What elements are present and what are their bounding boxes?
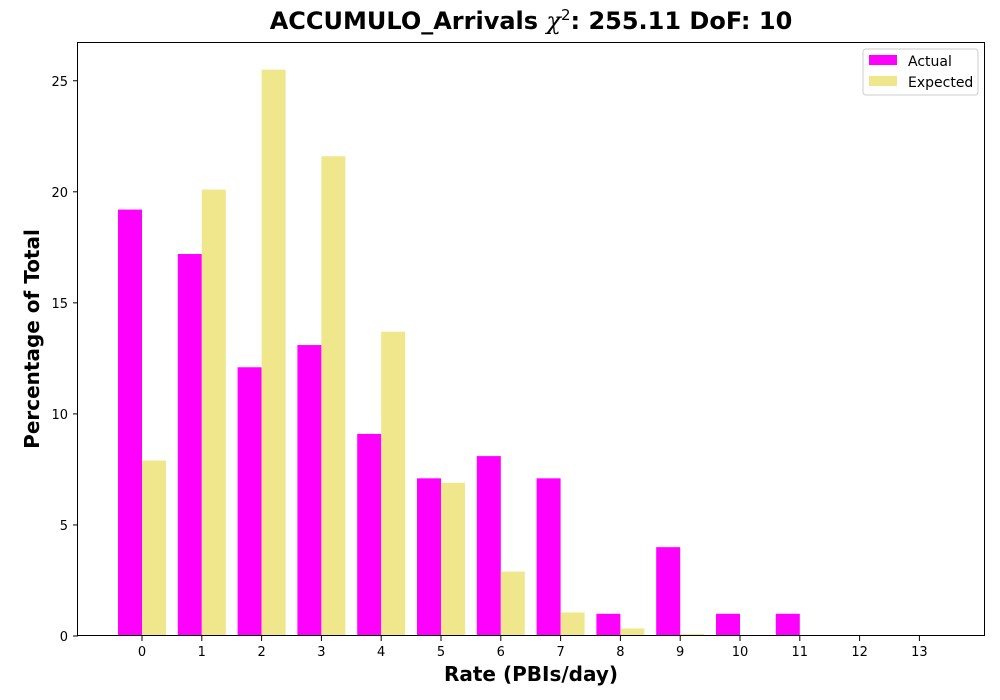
y-tick-label: 0 — [60, 630, 68, 645]
x-tick-label: 6 — [497, 645, 505, 660]
x-tick-label: 11 — [792, 645, 809, 660]
x-tick-label: 8 — [616, 645, 624, 660]
bar-expected-0 — [142, 460, 166, 636]
bar-expected-8 — [620, 628, 645, 636]
bar-expected-6 — [500, 571, 525, 636]
x-tick-label: 3 — [317, 645, 325, 660]
bar-actual-4 — [357, 433, 382, 636]
bar-actual-0 — [118, 209, 142, 636]
x-tick-label: 4 — [377, 645, 385, 660]
legend-label-actual: Actual — [908, 54, 952, 70]
bar-expected-3 — [321, 156, 346, 637]
bar-actual-1 — [177, 253, 202, 637]
bar-expected-9 — [680, 633, 705, 636]
plot-frame — [77, 42, 985, 636]
x-tick-label: 7 — [556, 645, 564, 660]
x-axis: 0 1 2 3 4 5 6 7 8 9 10 11 12 13 — [138, 636, 928, 660]
y-axis: 0 5 10 15 20 25 — [51, 75, 78, 645]
y-tick-label: 15 — [51, 297, 68, 312]
x-tick-label: 10 — [732, 645, 749, 660]
legend-swatch-actual — [869, 55, 897, 65]
chart-title-stat: : 255.11 DoF: 10 — [570, 7, 793, 35]
chi-exponent: 2 — [560, 6, 571, 24]
chart-title: ACCUMULO_Arrivals χ2: 255.11 DoF: 10 — [0, 6, 1000, 35]
x-tick-label: 5 — [437, 645, 445, 660]
bar-actual-5 — [417, 478, 441, 636]
bar-expected-2 — [261, 69, 286, 637]
bar-expected-4 — [381, 331, 406, 636]
x-tick-label: 1 — [198, 645, 206, 660]
bar-actual-8 — [596, 613, 621, 636]
bar-actual-2 — [237, 367, 262, 636]
x-tick-label: 2 — [257, 645, 265, 660]
x-tick-label: 13 — [911, 645, 928, 660]
x-tick-label: 0 — [138, 645, 146, 660]
chi-symbol: χ — [546, 7, 561, 35]
bar-actual-9 — [656, 547, 681, 636]
x-tick-label: 9 — [676, 645, 684, 660]
chart-title-name: ACCUMULO_Arrivals — [269, 7, 539, 35]
x-tick-label: 12 — [851, 645, 868, 660]
y-tick-label: 10 — [51, 408, 68, 423]
y-axis-label: Percentage of Total — [20, 229, 44, 449]
bar-actual-7 — [536, 478, 561, 636]
y-tick-label: 25 — [51, 75, 68, 90]
x-axis-label: Rate (PBIs/day) — [444, 662, 618, 686]
bar-expected-5 — [441, 482, 465, 636]
bars-group — [118, 69, 824, 637]
legend: Actual Expected — [862, 48, 979, 96]
bar-expected-1 — [201, 189, 226, 636]
bar-actual-10 — [716, 613, 740, 636]
legend-swatch-expected — [869, 76, 897, 86]
bar-expected-7 — [560, 612, 585, 636]
bar-actual-11 — [775, 613, 800, 636]
legend-label-expected: Expected — [908, 75, 973, 91]
bar-actual-3 — [297, 345, 322, 636]
y-tick-label: 5 — [60, 519, 68, 534]
y-tick-label: 20 — [51, 186, 68, 201]
bar-actual-6 — [476, 456, 501, 636]
